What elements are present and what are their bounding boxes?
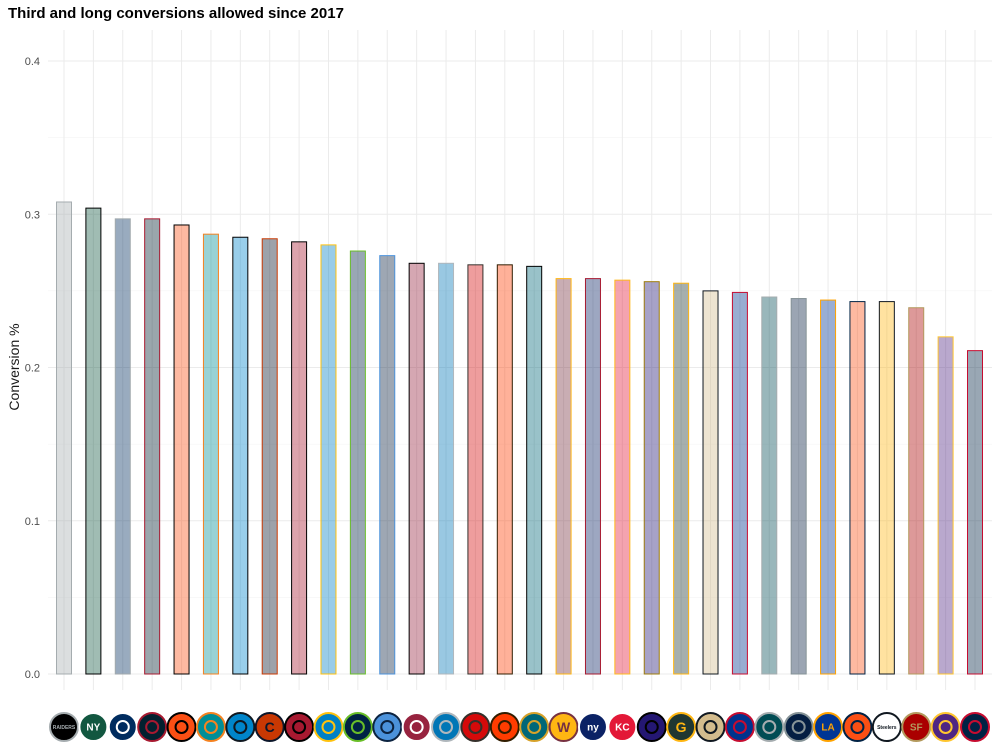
team-logo-icon-sf: SF (901, 712, 932, 742)
bar-bal (643, 281, 660, 675)
bars (56, 201, 983, 675)
bar-den (849, 301, 866, 675)
team-logo-icon-det (431, 712, 462, 742)
y-tick-label: 0.3 (25, 209, 40, 221)
team-logo-icon-car (225, 712, 256, 742)
team-logo-icon-min (930, 712, 961, 742)
team-logo-icon-cin (166, 712, 197, 742)
team-logo-icon-was: W (548, 712, 579, 742)
bar-buf (731, 291, 748, 675)
y-tick-label: 0.4 (25, 56, 40, 68)
svg-text:NY: NY (86, 723, 100, 734)
svg-text:W: W (557, 719, 571, 735)
bar-car (232, 236, 249, 675)
team-logo-icon-nyj: NY (78, 712, 109, 742)
bar-la (820, 299, 837, 675)
bar-jax (526, 265, 543, 675)
y-tick-label: 0.0 (25, 669, 40, 681)
team-logo-icon-mia (195, 712, 226, 742)
bar-lac (320, 244, 337, 675)
team-logo-icon-lac (313, 712, 344, 742)
team-logo-icon-den (842, 712, 873, 742)
team-logo-icon-sea (342, 712, 373, 742)
svg-text:ny: ny (587, 723, 599, 734)
bar-tb (467, 264, 484, 675)
svg-text:SF: SF (910, 723, 923, 734)
y-axis-title: Conversion % (6, 323, 22, 410)
grid-lines (48, 30, 992, 690)
team-logo-icon-lv: RAIDERS (49, 712, 79, 742)
team-logo-icon-cle (489, 712, 520, 742)
team-logo-icon-tb (460, 712, 491, 742)
bar-pit (878, 301, 895, 675)
team-logo-icon-ari (401, 712, 432, 742)
team-logo-icon-gb: G (666, 712, 697, 742)
svg-text:KC: KC (615, 723, 629, 734)
team-logo-icon-ne (960, 712, 990, 742)
bar-cle (496, 264, 513, 675)
team-logo-icon-buf (724, 712, 755, 742)
svg-text:C: C (265, 719, 275, 735)
chart-title: Third and long conversions allowed since… (8, 5, 344, 22)
bar-dal (790, 298, 807, 675)
bar-ten (379, 255, 396, 675)
team-logo-icon-hou (137, 712, 168, 742)
bar-sf (908, 307, 925, 675)
bar-mia (202, 233, 219, 675)
bar-ari (408, 262, 425, 675)
team-logo-icon-jax (519, 712, 550, 742)
team-logo-icon-kc: KC (607, 712, 638, 742)
bar-ne (967, 350, 983, 675)
bar-hou (144, 218, 161, 675)
team-logo-icon-la: LA (813, 712, 844, 742)
bar-nyj (85, 207, 102, 675)
team-logo-icon-dal (783, 712, 814, 742)
bar-min (937, 336, 954, 675)
svg-text:LA: LA (821, 723, 834, 734)
team-logo-icon-chi: C (254, 712, 285, 742)
y-tick-label: 0.1 (25, 516, 40, 528)
bar-cin (173, 224, 190, 675)
svg-text:RAIDERS: RAIDERS (53, 725, 76, 731)
bar-atl (291, 241, 308, 675)
team-logo-icon-no (695, 712, 726, 742)
team-logo-icon-atl (284, 712, 315, 742)
bar-nyg (584, 278, 601, 675)
bar-lv (56, 201, 72, 675)
team-logo-icon-bal (636, 712, 667, 742)
bar-phi (761, 296, 778, 675)
bar-no (702, 290, 719, 675)
y-tick-label: 0.2 (25, 363, 40, 375)
bar-det (438, 262, 455, 675)
svg-text:G: G (676, 719, 687, 735)
bar-sea (349, 250, 366, 675)
svg-text:Steelers: Steelers (877, 725, 897, 731)
team-logo-icon-ind (107, 712, 138, 742)
bar-ind (114, 218, 131, 675)
team-logo-icon-nyg: ny (577, 712, 608, 742)
bar-kc (614, 279, 631, 675)
team-logo-icon-phi (754, 712, 785, 742)
bar-chi (261, 238, 278, 675)
bar-was (555, 278, 572, 675)
team-logo-icon-pit: Steelers (871, 712, 902, 742)
bar-gb (673, 282, 690, 675)
team-logo-icon-ten (372, 712, 403, 742)
y-axis-ticks: 0.0 0.1 0.2 0.3 0.4 (25, 56, 40, 681)
